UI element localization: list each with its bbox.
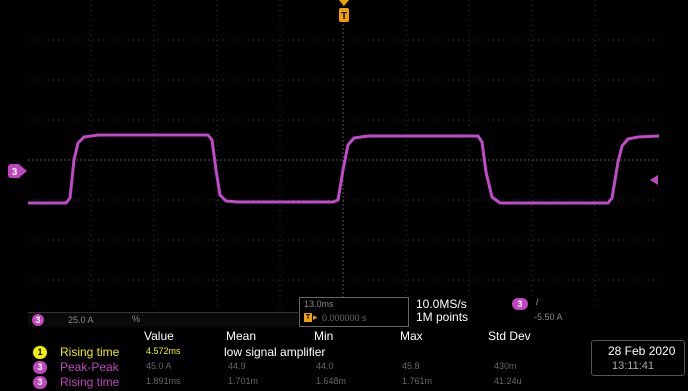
date: 28 Feb 2020 <box>608 344 676 358</box>
channel-status-strip: 3 25.0 A % <box>28 312 298 327</box>
measurement-row[interactable]: 1 Rising time 4.572ms low signal amplifi… <box>28 345 588 360</box>
svg-text:3: 3 <box>12 167 18 178</box>
measurement-name: Rising time <box>60 375 120 389</box>
datetime-display: 28 Feb 2020 13:11:41 <box>591 340 685 376</box>
header-max: Max <box>400 329 423 343</box>
graticule-axes <box>28 0 659 310</box>
svg-text:T: T <box>341 11 347 22</box>
horizontal-settings[interactable]: 13.0ms T ▸ 0.000000 s <box>299 297 409 327</box>
header-value: Value <box>144 329 174 343</box>
trigger-position-icon: T <box>304 313 312 322</box>
measurement-row[interactable]: 3 Peak-Peak 45.0 A 44.9 44.0 45.8 430m <box>28 360 588 375</box>
header-mean: Mean <box>226 329 257 343</box>
measurement-max: 45.8 <box>402 361 420 371</box>
measurement-value: 45.0 A <box>146 361 172 371</box>
measurement-std-dev: 41.24u <box>494 376 522 386</box>
waveform-graticule <box>28 0 659 310</box>
measurement-value: 4.572ms <box>146 346 181 356</box>
measurement-note: low signal amplifier <box>224 345 326 359</box>
header-std-dev: Std Dev <box>488 329 531 343</box>
measurement-min: 1.648m <box>316 376 347 386</box>
arrow-right-icon: ▸ <box>313 312 318 322</box>
vertical-scale: 25.0 A <box>68 315 94 325</box>
trigger-source-badge: 3 <box>512 298 528 310</box>
measurement-std-dev: 430m <box>494 361 517 371</box>
channel-3-badge: 3 <box>33 376 47 389</box>
trigger-position-marker[interactable]: T <box>338 0 350 24</box>
graticule-lines <box>28 0 659 310</box>
coupling-icon: % <box>132 314 141 324</box>
timebase: 13.0ms <box>304 299 334 309</box>
rising-edge-icon: / <box>536 297 539 307</box>
time: 13:11:41 <box>612 360 655 372</box>
channel-3-ground-marker[interactable]: 3 <box>8 163 28 179</box>
measurement-max: 1.761m <box>402 376 433 386</box>
record-length: 1M points <box>416 310 469 324</box>
measurement-table: Value Mean Min Max Std Dev 1 Rising time… <box>28 328 588 391</box>
trigger-level-marker[interactable] <box>648 174 660 186</box>
measurement-mean: 1.701m <box>228 376 259 386</box>
measurement-row[interactable]: 3 Rising time 1.891ms 1.701m 1.648m 1.76… <box>28 375 588 390</box>
trigger-position-value: 0.000000 s <box>322 313 367 323</box>
measurement-name: Peak-Peak <box>60 360 119 374</box>
measurement-name: Rising time <box>60 345 120 359</box>
sample-rate: 10.0MS/s <box>416 297 467 311</box>
channel-3-badge[interactable]: 3 <box>32 314 44 326</box>
measurement-min: 44.0 <box>316 361 334 371</box>
trigger-settings[interactable]: 3 / -5.50 A <box>504 297 586 325</box>
trigger-level: -5.50 A <box>534 312 563 322</box>
header-min: Min <box>314 329 334 343</box>
acquisition-settings[interactable]: 10.0MS/s 1M points <box>412 297 500 325</box>
channel-3-badge: 3 <box>33 361 47 374</box>
channel-1-badge: 1 <box>33 346 47 359</box>
channel-3-trace <box>28 133 659 205</box>
measurement-value: 1.891ms <box>146 376 181 386</box>
measurement-mean: 44.9 <box>228 361 246 371</box>
